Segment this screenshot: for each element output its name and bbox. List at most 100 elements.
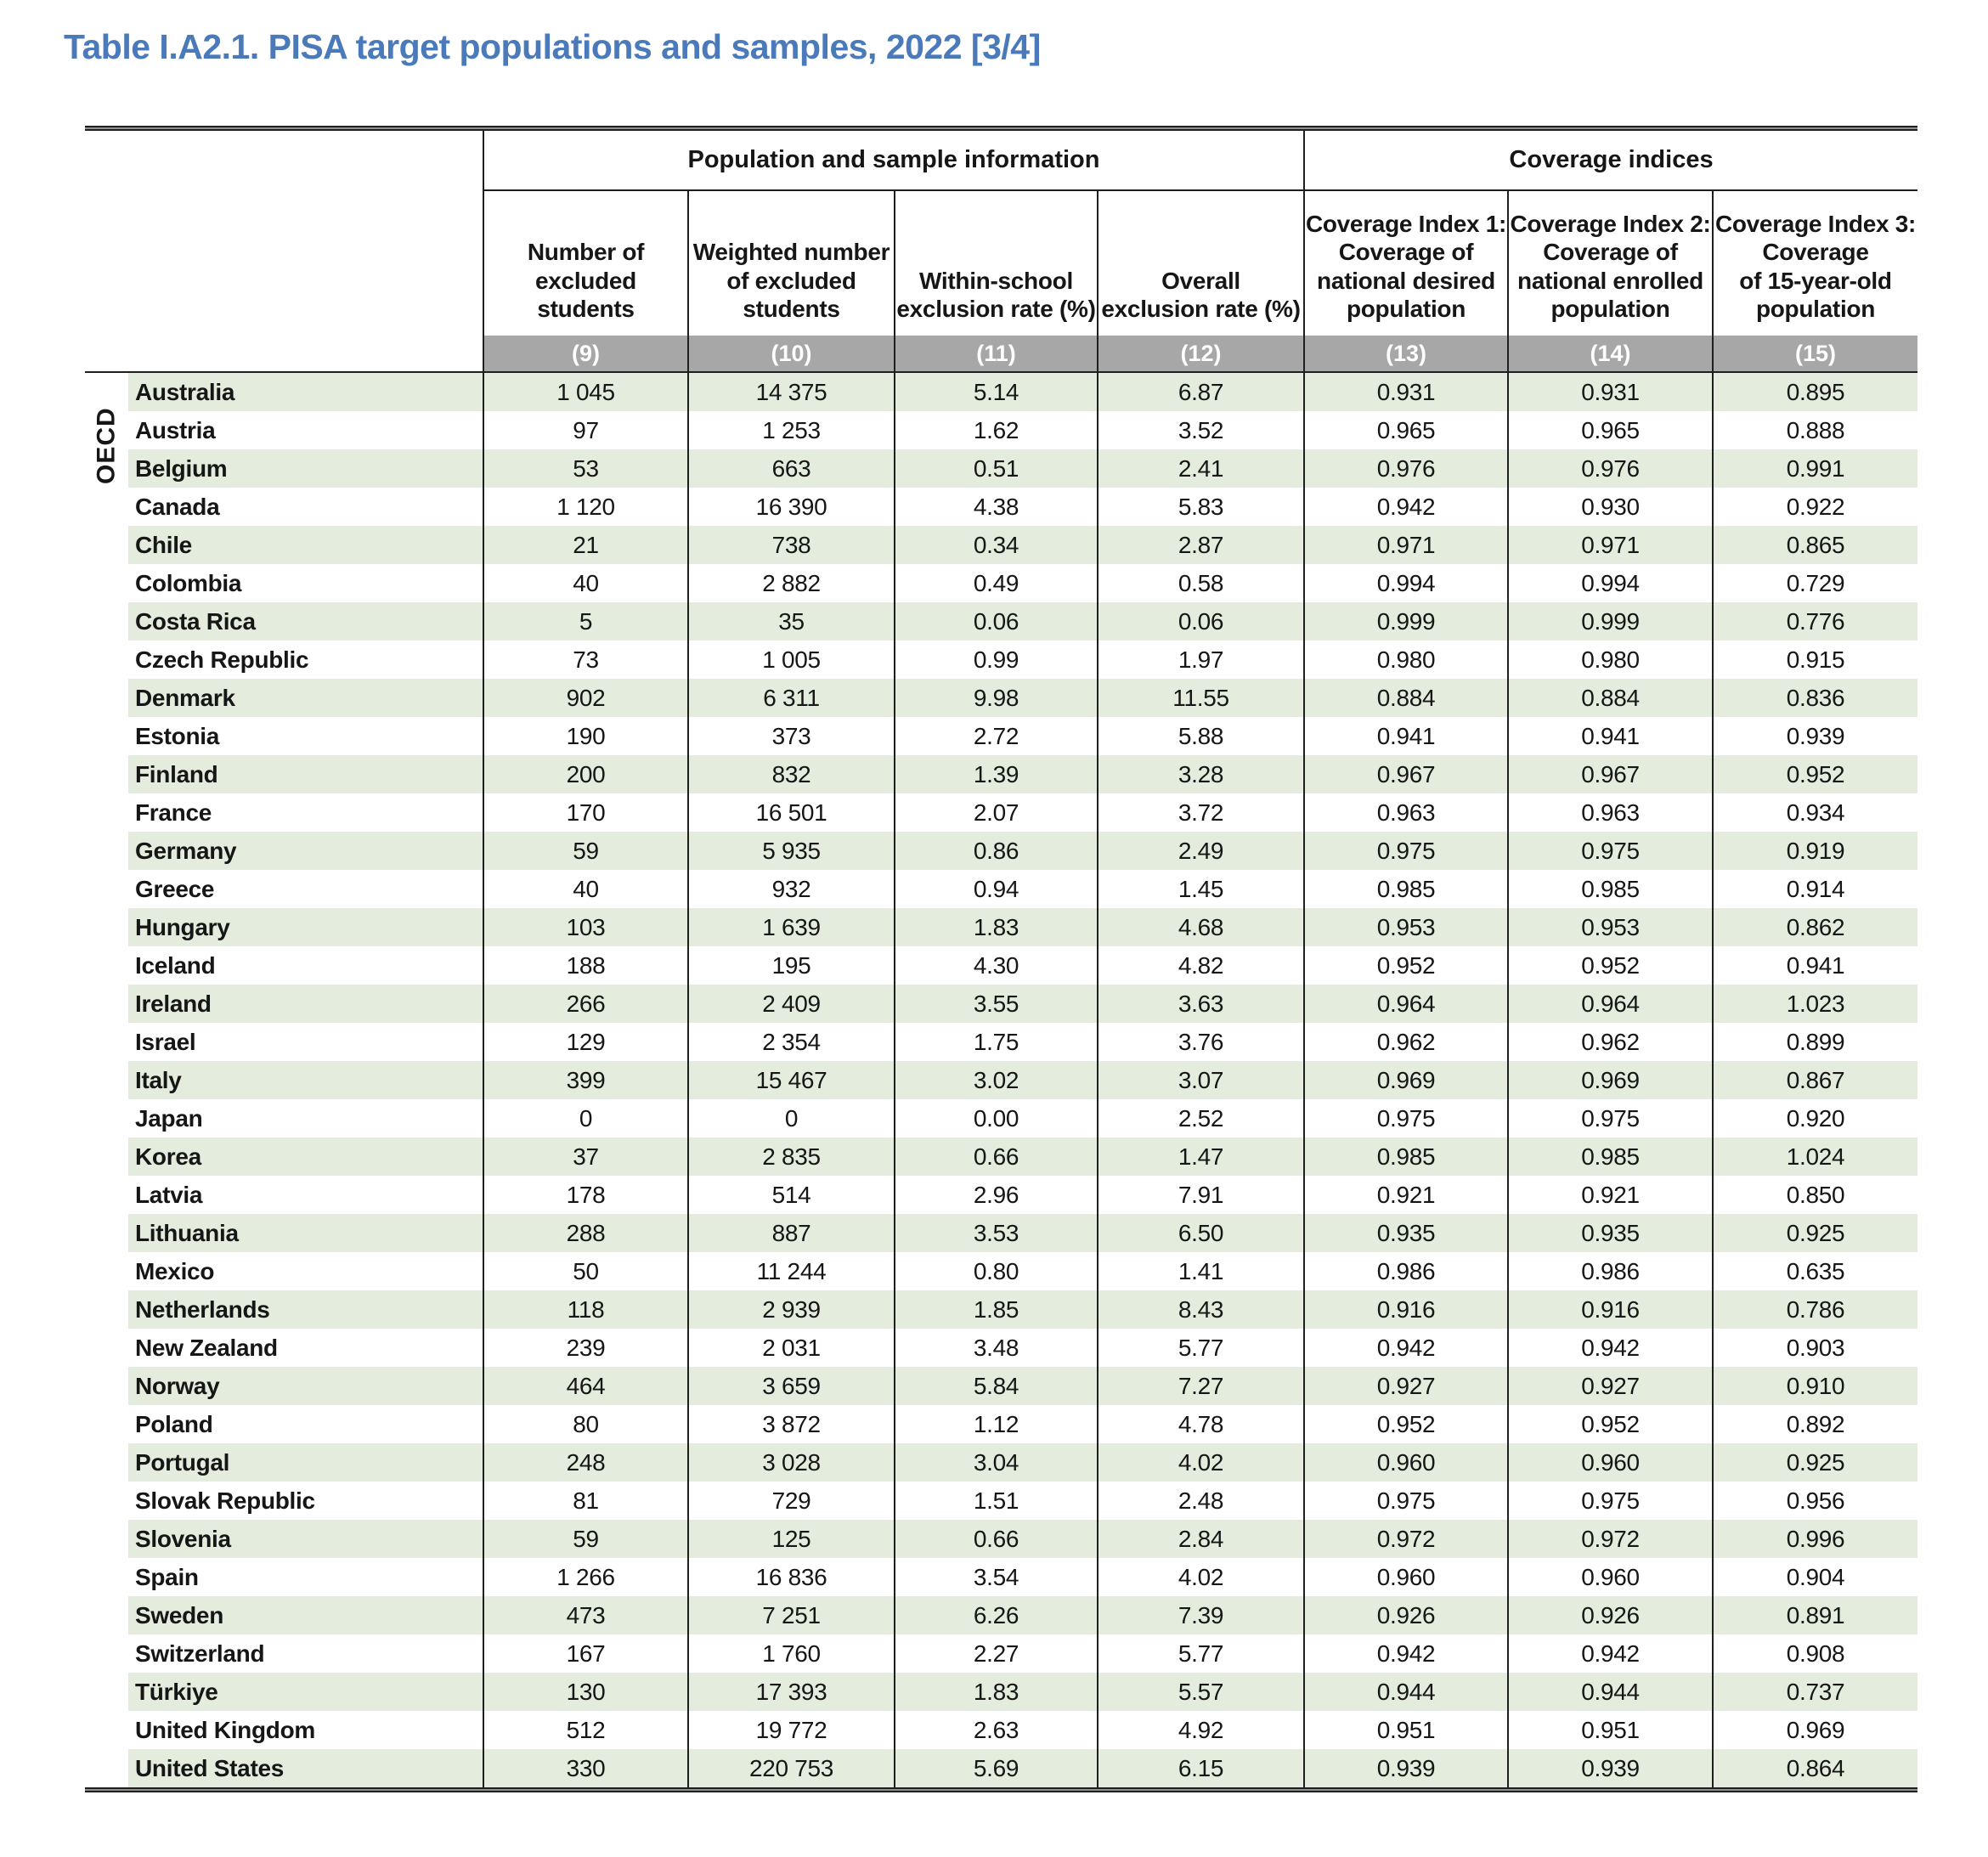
cell-15: 0.920 [1712, 1099, 1917, 1137]
cell-11: 2.27 [894, 1634, 1097, 1673]
cell-13: 0.942 [1303, 1634, 1507, 1673]
row-gutter [85, 1482, 128, 1520]
cell-11: 0.49 [894, 564, 1097, 602]
cell-13: 0.916 [1303, 1290, 1507, 1329]
cell-14: 0.935 [1507, 1214, 1712, 1252]
cell-13: 0.985 [1303, 1137, 1507, 1176]
table-row: Israel 129 2 354 1.75 3.76 0.962 0.962 0.899 [85, 1023, 1917, 1061]
row-gutter [85, 946, 128, 985]
cell-12: 2.41 [1097, 449, 1303, 488]
cell-14: 0.976 [1507, 449, 1712, 488]
cell-13: 0.976 [1303, 449, 1507, 488]
cell-13: 0.953 [1303, 908, 1507, 946]
row-country: United Kingdom [135, 1716, 315, 1743]
cell-12: 4.92 [1097, 1711, 1303, 1749]
column-number-11: (11) [894, 336, 1097, 371]
table-row: New Zealand 239 2 031 3.48 5.77 0.942 0.942 0.9… [85, 1329, 1917, 1367]
row-country: Finland [128, 755, 483, 793]
cell-12: 3.76 [1097, 1023, 1303, 1061]
cell-13: 0.927 [1303, 1367, 1507, 1405]
cell-9: 37 [483, 1137, 687, 1176]
column-number-10: (10) [687, 336, 894, 371]
cell-9: 59 [483, 1520, 687, 1558]
cell-9: 73 [483, 641, 687, 679]
cell-15: 0.956 [1712, 1482, 1917, 1520]
cell-9: 50 [483, 1252, 687, 1290]
cell-14: 0.960 [1507, 1558, 1712, 1596]
cell-10: 729 [687, 1482, 894, 1520]
row-gutter [85, 1214, 128, 1252]
row-country: Korea [128, 1137, 483, 1176]
cell-15: 0.908 [1712, 1634, 1917, 1673]
column-number-row: (9) (10) (11) (12) (13) (14) (15) [85, 336, 1917, 373]
cell-13: 0.962 [1303, 1023, 1507, 1061]
cell-11: 1.75 [894, 1023, 1097, 1061]
cell-12: 5.83 [1097, 488, 1303, 526]
row-gutter [85, 908, 128, 946]
cell-13: 0.963 [1303, 793, 1507, 832]
row-gutter [85, 679, 128, 717]
row-country: Denmark [128, 679, 483, 717]
cell-11: 2.63 [894, 1711, 1097, 1749]
cell-9: 167 [483, 1634, 687, 1673]
cell-10: 2 031 [687, 1329, 894, 1367]
cell-9: 40 [483, 564, 687, 602]
cell-14: 0.967 [1507, 755, 1712, 793]
cell-14: 0.941 [1507, 717, 1712, 755]
row-gutter [85, 793, 128, 832]
cell-15: 0.996 [1712, 1520, 1917, 1558]
cell-15: 0.952 [1712, 755, 1917, 793]
row-country: Iceland [135, 951, 216, 979]
cell-10: 16 836 [687, 1558, 894, 1596]
cell-12: 3.52 [1097, 411, 1303, 449]
cell-10: 5 935 [687, 832, 894, 870]
cell-13: 0.942 [1303, 488, 1507, 526]
cell-13: 0.986 [1303, 1252, 1507, 1290]
cell-9: 118 [483, 1290, 687, 1329]
cell-12: 2.84 [1097, 1520, 1303, 1558]
column-header-9: Number of excluded students [483, 191, 687, 336]
cell-15: 0.941 [1712, 946, 1917, 985]
cell-10: 932 [687, 870, 894, 908]
table-row: Slovenia 59 125 0.66 2.84 0.972 0.972 0.996 [85, 1520, 1917, 1558]
row-country: Türkiye [128, 1673, 483, 1711]
table-row: Poland 80 3 872 1.12 4.78 0.952 0.952 0.892 [85, 1405, 1917, 1443]
row-gutter [85, 717, 128, 755]
cell-12: 5.57 [1097, 1673, 1303, 1711]
cell-10: 2 939 [687, 1290, 894, 1329]
cell-11: 0.99 [894, 641, 1097, 679]
cell-9: 190 [483, 717, 687, 755]
cell-13: 0.952 [1303, 1405, 1507, 1443]
row-country: Chile [128, 526, 483, 564]
cell-11: 4.38 [894, 488, 1097, 526]
table-row: United Kingdom 512 19 772 2.63 4.92 0.951 0.95… [85, 1711, 1917, 1749]
row-country: Estonia [135, 722, 220, 749]
row-country: Netherlands [128, 1290, 483, 1329]
cell-13: 0.971 [1303, 526, 1507, 564]
cell-14: 0.921 [1507, 1176, 1712, 1214]
cell-14: 0.999 [1507, 602, 1712, 641]
cell-12: 7.39 [1097, 1596, 1303, 1634]
cell-13: 0.942 [1303, 1329, 1507, 1367]
cell-11: 2.07 [894, 793, 1097, 832]
column-number-12: (12) [1097, 336, 1303, 371]
row-gutter [85, 1137, 128, 1176]
cell-15: 0.888 [1712, 411, 1917, 449]
row-gutter [85, 1099, 128, 1137]
row-country: Italy [128, 1061, 483, 1099]
cell-15: 0.867 [1712, 1061, 1917, 1099]
cell-10: 832 [687, 755, 894, 793]
cell-12: 3.63 [1097, 985, 1303, 1023]
cell-13: 0.980 [1303, 641, 1507, 679]
cell-15: 0.915 [1712, 641, 1917, 679]
cell-9: 902 [483, 679, 687, 717]
table-row: Denmark 902 6 311 9.98 11.55 0.884 0.884 0.836 [85, 679, 1917, 717]
row-country: Australia [128, 373, 483, 411]
cell-12: 1.97 [1097, 641, 1303, 679]
cell-10: 3 872 [687, 1405, 894, 1443]
cell-14: 0.942 [1507, 1634, 1712, 1673]
cell-15: 0.850 [1712, 1176, 1917, 1214]
cell-13: 0.975 [1303, 1482, 1507, 1520]
cell-14: 0.931 [1507, 373, 1712, 411]
cell-9: 103 [483, 908, 687, 946]
